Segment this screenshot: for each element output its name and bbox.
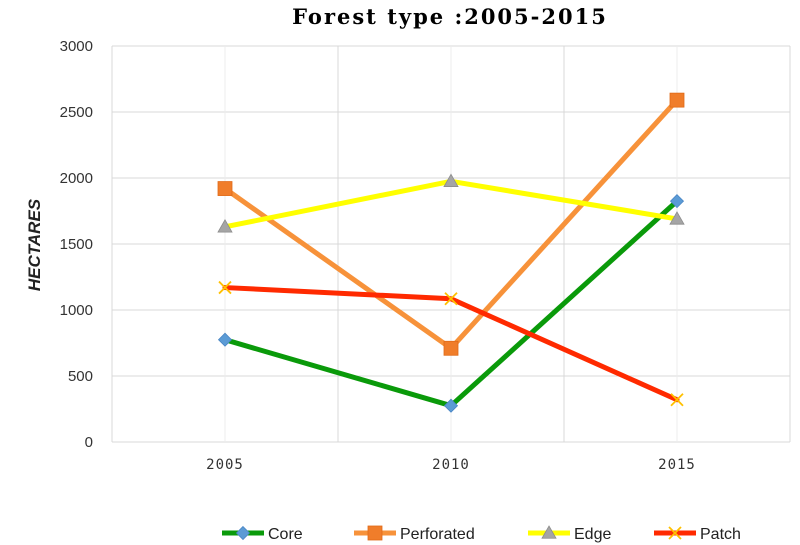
- data-point-core: [217, 332, 233, 347]
- legend: Core Perforated Edge Patch: [222, 525, 741, 543]
- y-tick-label: 2000: [60, 170, 93, 187]
- legend-item-perforated: Perforated: [354, 525, 475, 543]
- data-point-edge: [217, 219, 233, 233]
- data-point-edge: [443, 173, 459, 187]
- x-tick-label: 2005: [206, 457, 244, 473]
- series-core: [217, 194, 685, 413]
- chart-title: Forest type :2005-2015: [292, 4, 608, 29]
- legend-item-core: Core: [222, 525, 303, 543]
- x-tick-label: 2015: [658, 457, 696, 473]
- legend-marker-core: [235, 525, 251, 541]
- data-point-patch: [444, 292, 458, 306]
- y-axis-label: HECTARES: [25, 198, 44, 291]
- legend-marker-perforated: [367, 525, 383, 541]
- series-patch: [218, 280, 684, 407]
- data-point-patch: [670, 393, 684, 407]
- series-layer: [217, 92, 685, 413]
- series-edge: [217, 173, 685, 233]
- grid: [111, 45, 791, 443]
- y-tick-label: 2500: [60, 104, 93, 121]
- data-point-perforated: [669, 92, 685, 108]
- legend-label: Perforated: [400, 526, 475, 543]
- y-axis-ticks: 0 500 1000 1500 2000 2500 3000: [60, 38, 93, 451]
- data-point-edge: [669, 211, 685, 225]
- data-point-perforated: [217, 181, 233, 196]
- legend-item-patch: Patch: [654, 526, 741, 543]
- data-point-core: [443, 398, 459, 413]
- data-point-core: [669, 194, 685, 209]
- legend-marker-patch: [668, 526, 682, 540]
- x-axis-ticks: 2005 2010 2015: [206, 457, 696, 473]
- y-tick-label: 500: [68, 368, 93, 385]
- data-point-perforated: [443, 340, 459, 356]
- y-tick-label: 1500: [60, 236, 93, 253]
- legend-label: Patch: [700, 526, 741, 543]
- series-perforated: [217, 92, 685, 356]
- y-tick-label: 1000: [60, 302, 93, 319]
- legend-label: Edge: [574, 526, 611, 543]
- x-tick-label: 2010: [432, 457, 470, 473]
- legend-item-edge: Edge: [528, 525, 611, 543]
- y-tick-label: 3000: [60, 38, 93, 55]
- y-tick-label: 0: [85, 434, 93, 451]
- legend-marker-edge: [541, 525, 557, 539]
- data-point-patch: [218, 280, 232, 295]
- legend-label: Core: [268, 526, 303, 543]
